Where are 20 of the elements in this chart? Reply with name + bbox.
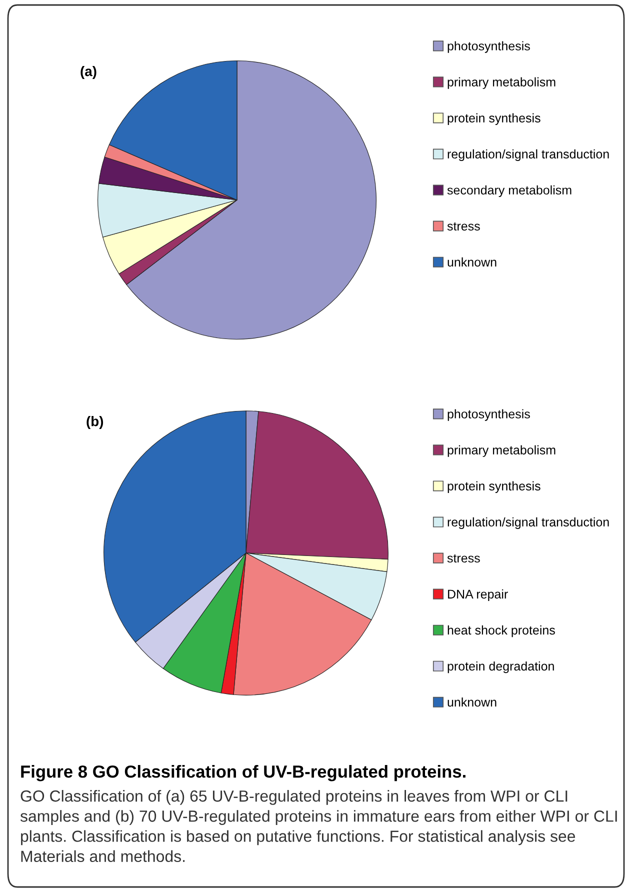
legend-label: regulation/signal transduction: [448, 517, 609, 529]
legend-label: protein synthesis: [448, 481, 540, 493]
legend-label: protein synthesis: [448, 113, 540, 125]
text: (a): [80, 66, 96, 79]
legend-label: DNA repair: [448, 589, 508, 602]
legend-label: stress: [447, 222, 480, 231]
text: GO Classification of (a) 65 UV-B-regulated proteins in leaves from WPI or CLI samples and (b) 70 UV-B-regulated proteins in immature ears from either WPI or CLI plants. Classification is based on putative functions. For statistical analysis see Materials and methods.: [20, 790, 617, 862]
legend-label: protein degradation: [448, 661, 554, 674]
legend-label: primary metabolism: [448, 445, 556, 457]
legend-label: unknown: [448, 697, 496, 707]
legend-label: unknown: [448, 257, 496, 267]
legend-label: secondary metabolism: [447, 185, 572, 198]
caption: Figure 8 GO Classification of UV-B-regulated proteins.: [21, 765, 466, 782]
legend-label: stress: [447, 554, 480, 563]
legend-label: regulation/signal transduction: [448, 149, 609, 161]
legend-label: heat shock proteins: [448, 625, 555, 638]
legend-label: primary metabolism: [448, 77, 556, 89]
legend-label: photosynthesis: [448, 409, 530, 421]
text: (b): [86, 416, 104, 429]
legend-label: photosynthesis: [448, 41, 530, 53]
